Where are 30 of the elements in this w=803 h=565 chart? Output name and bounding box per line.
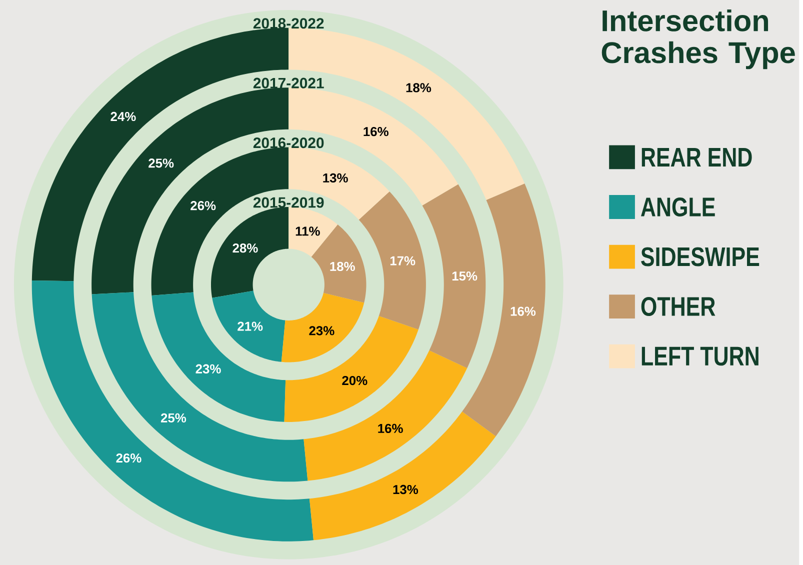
legend-label: SIDESWIPE [641,247,760,266]
data-label: 23% [309,326,334,336]
data-label: 25% [148,158,174,168]
data-label: 17% [390,256,416,266]
chart-title: Intersection Crashes Type [602,9,795,70]
data-label: 16% [510,306,536,316]
data-label: 26% [116,453,142,462]
data-label: 21% [238,322,263,331]
data-label: 18% [406,82,432,92]
data-label: 28% [232,243,258,253]
data-label: 23% [196,364,221,374]
data-label: 18% [330,262,355,271]
slice-label: 2017-2021 [253,78,324,88]
data-label: 11% [296,226,320,236]
legend-label: OTHER [641,296,716,316]
data-label: 20% [342,376,368,385]
slice-label: 2015-2019 [253,197,324,208]
data-label: 16% [364,126,388,136]
data-label: 16% [378,424,403,433]
legend-label: LEFT TURN [642,346,758,366]
data-label: 24% [110,112,136,121]
data-label: 13% [393,484,418,494]
data-label: 13% [323,173,348,182]
legend-label: ANGLE [640,197,715,216]
legend-label: REAR END [642,148,752,166]
data-label: 26% [190,200,216,210]
data-label: 25% [160,413,186,422]
slice-label: 2016-2020 [253,137,324,148]
data-label: 15% [452,271,478,280]
slice-label: 2018-2022 [253,18,324,29]
